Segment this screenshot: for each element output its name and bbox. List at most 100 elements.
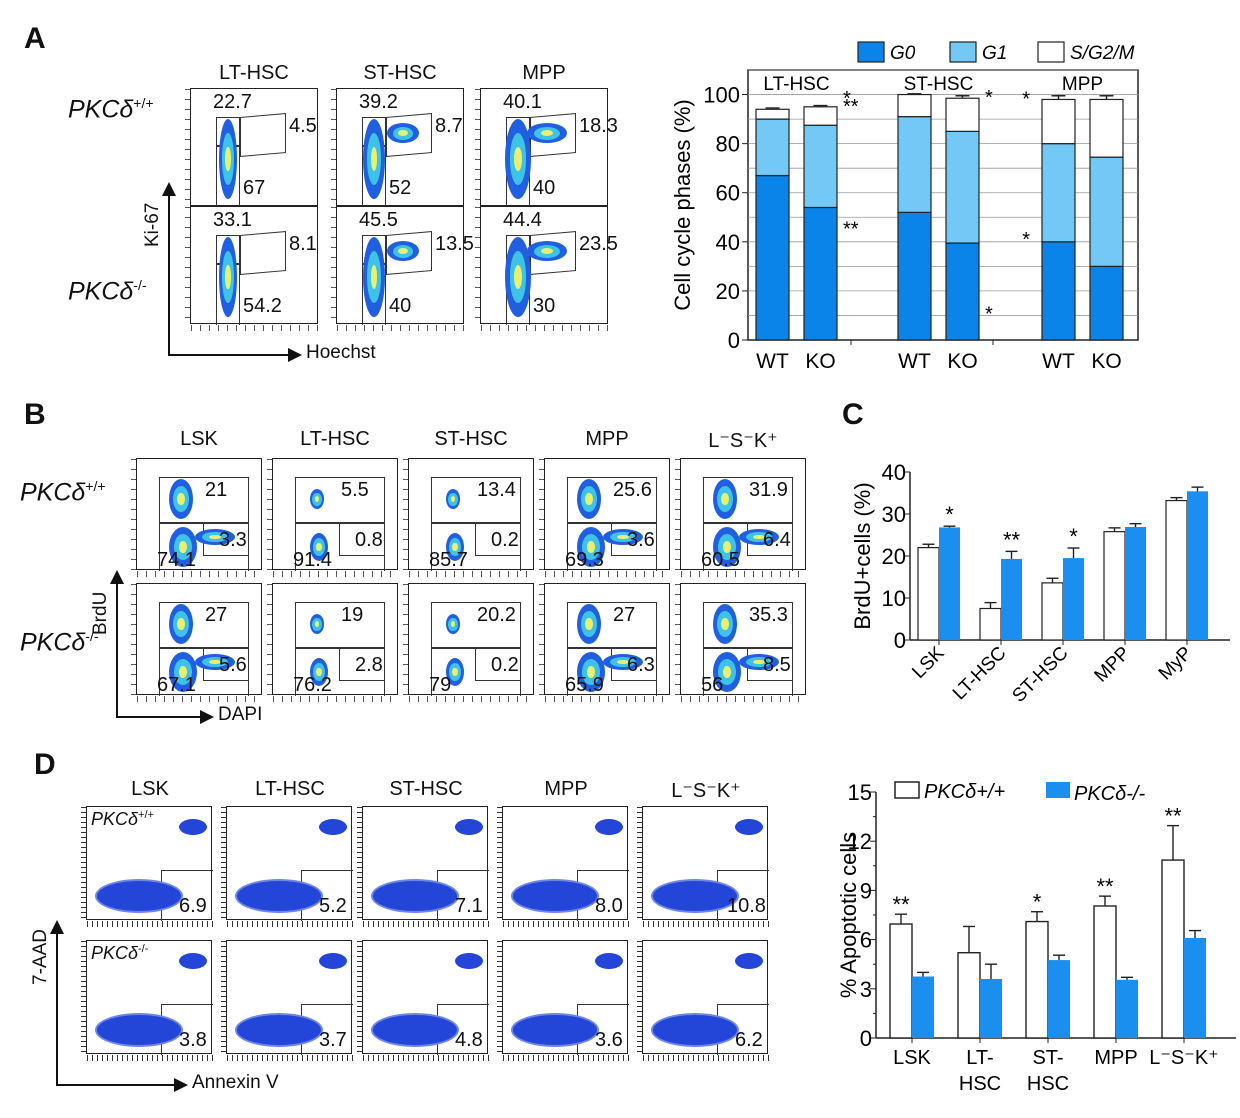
brdu-pos-blob-core [177, 618, 185, 630]
g0-g1-gate [216, 117, 240, 207]
live-cell-contour [511, 879, 599, 913]
brdu-pos-blob-core [450, 496, 456, 502]
bar-wt [1025, 920, 1049, 1039]
column-header-b-0: LSK [180, 428, 218, 450]
bar-g1 [1041, 143, 1076, 243]
x-ticks [545, 696, 671, 702]
bar-ko [1125, 527, 1146, 640]
x-tick-label: KO [805, 350, 835, 373]
y-ticks [81, 807, 86, 921]
bar-g0 [755, 174, 790, 341]
y-ticks [331, 89, 336, 207]
g2m-percent: 0.2 [491, 529, 519, 551]
dead-cell-contour [595, 953, 623, 969]
live-cell-contour [95, 879, 183, 913]
x-tick-label: MPP [1091, 643, 1135, 687]
cell-density-blob-core [514, 265, 522, 289]
significance-marker: * [985, 87, 993, 109]
x-tick-label: KO [1091, 350, 1121, 373]
x-tick-label: ST-HSC [1008, 643, 1072, 707]
s-g2m-percent: 18.3 [579, 115, 618, 137]
x-ticks [409, 571, 535, 577]
row-label-b-0: PKCδ+/+ [20, 478, 106, 507]
brdu-pos-percent: 5.5 [341, 479, 369, 501]
bar-g1 [897, 116, 932, 213]
bar-wt [1103, 531, 1126, 641]
y-tick-label: 0 [894, 628, 906, 653]
apoptotic-percent: 7.1 [455, 895, 483, 917]
s-phase-blob-core [541, 130, 553, 136]
flow-plot-b: 31.9 60.5 6.4 [675, 458, 807, 577]
g2m-blob-core [617, 534, 629, 540]
bar-ko [1048, 960, 1070, 1038]
g0-percent: 30 [533, 295, 556, 317]
genotype-label: PKCδ [91, 809, 139, 829]
brdu-neg-blob-core [722, 541, 732, 553]
panel-d-x-axis-arrow-line [56, 1084, 174, 1086]
x-ticks [337, 325, 465, 331]
column-header-a-0: LT-HSC [219, 62, 289, 84]
y-tick-label: 20 [716, 279, 740, 304]
legend-label: G0 [890, 43, 916, 64]
panel-a-y-axis-label: Ki-67 [142, 202, 163, 247]
x-ticks [681, 696, 807, 702]
legend-swatch-G0 [857, 41, 885, 63]
g0g1-percent: 65.9 [565, 674, 604, 696]
dead-cell-contour [455, 819, 483, 835]
y-ticks [185, 89, 190, 207]
significance-marker: * [985, 303, 993, 325]
y-tick-label: 12 [848, 829, 872, 854]
g0g1-percent: 60.5 [701, 549, 740, 571]
flow-plot-b: 35.3 56 8.5 [675, 583, 807, 702]
panel-b-y-axis-label: BrdU [90, 591, 111, 635]
cell-density-blob-core [225, 147, 231, 171]
g2m-blob-core [753, 659, 765, 665]
x-tick-label: LT- [966, 1047, 993, 1069]
live-cell-contour [95, 1013, 183, 1047]
y-tick-label: 30 [882, 502, 906, 527]
flow-plot-d: 6.9 PKCδ+/+ [81, 806, 213, 927]
g1-percent: 39.2 [359, 91, 398, 113]
y-tick-label: 15 [848, 780, 872, 805]
x-ticks [137, 571, 263, 577]
flow-plot-d: 4.8 [357, 940, 489, 1061]
significance-marker: ** [1096, 874, 1114, 899]
panel-letter-d: D [34, 748, 56, 781]
bar-s-g2-m [1041, 98, 1076, 145]
y-ticks [497, 941, 502, 1055]
live-cell-contour [371, 1013, 459, 1047]
g2m-gate [475, 522, 521, 556]
g2m-percent: 6.3 [627, 654, 655, 676]
panel-letter-c: C [842, 398, 864, 431]
genotype-superscript: -/- [133, 277, 147, 293]
bar-g0 [1089, 265, 1124, 341]
brdu-neg-blob-core [316, 667, 322, 677]
significance-marker: * [1022, 88, 1030, 110]
flow-plot-b: 20.2 79 0.2 [403, 583, 535, 702]
significance-marker: ** [892, 892, 910, 917]
g0-g1-gate [362, 235, 386, 325]
y-tick-label: 3 [860, 977, 872, 1002]
y-tick-label: 6 [860, 928, 872, 953]
column-header-b-1: LT-HSC [300, 428, 370, 450]
x-tick-label: HSC [1027, 1073, 1069, 1095]
panel-a-x-axis-arrow-line [168, 354, 288, 356]
panel-d-x-axis-label: Annexin V [192, 1072, 279, 1093]
brdu-pos-percent: 35.3 [749, 604, 788, 626]
y-tick-label: 100 [703, 83, 740, 108]
significance-marker: * [1069, 524, 1078, 549]
live-cell-contour [651, 879, 739, 913]
brdu-pos-percent: 27 [613, 604, 636, 626]
panel-letter-b: B [24, 398, 46, 431]
legend-swatch-S-G2-M [1037, 41, 1065, 63]
row-label-a-0: PKCδ+/+ [68, 95, 154, 124]
live-cell-contour [511, 1013, 599, 1047]
flow-plot-b: 25.6 69.3 3.6 [539, 458, 671, 577]
x-ticks [545, 571, 671, 577]
column-header-b-4: L⁻S⁻K⁺ [708, 430, 778, 452]
bar-s-g2-m [755, 108, 790, 120]
legend-label-wt: PKCδ+/+ [924, 781, 1005, 803]
x-tick-label: WT [1042, 350, 1075, 373]
brdu-pos-percent: 21 [205, 479, 228, 501]
g1-percent: 44.4 [503, 209, 542, 231]
